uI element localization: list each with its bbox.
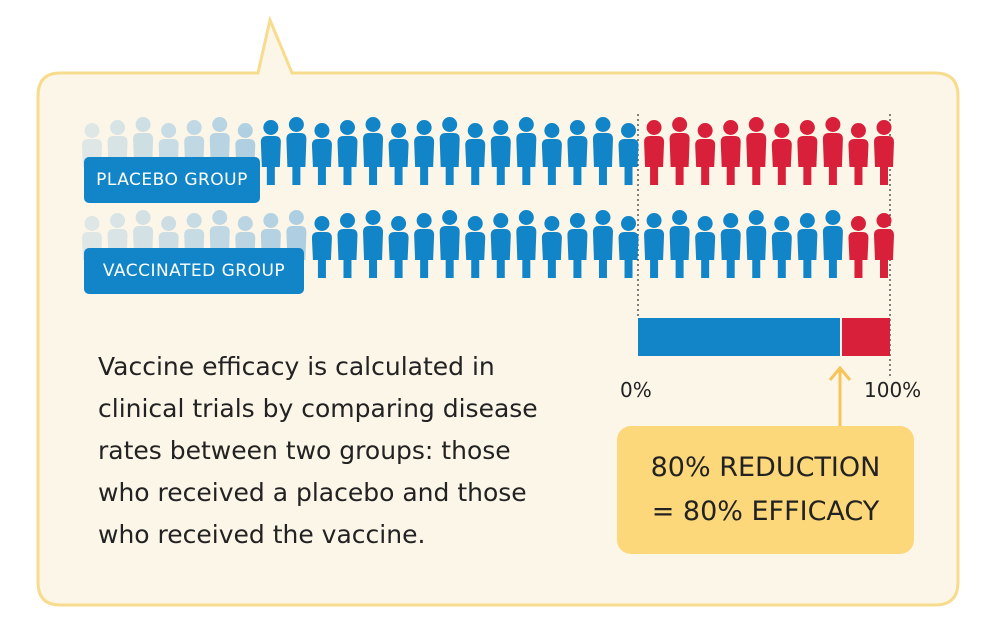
efficacy-callout: 80% REDUCTION = 80% EFFICACY: [617, 426, 914, 554]
callout-line-efficacy: = 80% EFFICACY: [651, 496, 880, 527]
person-figure-healthy: [771, 216, 792, 278]
person-figure-healthy: [465, 123, 486, 185]
scale-min-label: 0%: [620, 378, 652, 402]
person-figure-healthy: [644, 213, 665, 278]
person-figure-healthy: [311, 123, 332, 185]
remaining-segment: [841, 318, 890, 356]
person-figure-healthy: [490, 120, 511, 185]
person-figure-healthy: [311, 216, 332, 278]
person-figure-infected: [669, 117, 690, 185]
placebo-group-label: PLACEBO GROUP: [84, 157, 260, 203]
person-figure-healthy: [286, 117, 307, 185]
description-line: clinical trials by comparing disease: [98, 394, 538, 423]
person-figure-healthy: [746, 210, 767, 278]
reduction-segment: [638, 318, 840, 356]
person-figure-healthy: [260, 120, 281, 185]
person-figure-infected: [874, 120, 894, 185]
person-figure-infected: [797, 120, 818, 185]
person-figure-healthy: [439, 210, 460, 278]
person-figure-infected: [848, 216, 869, 278]
person-figure-infected: [771, 123, 792, 185]
person-figure-healthy: [695, 216, 716, 278]
person-figure-healthy: [567, 120, 588, 185]
person-figure-healthy: [388, 216, 409, 278]
person-figure-healthy: [414, 120, 435, 185]
person-figure-infected: [822, 117, 843, 185]
vaccinated-group-label: VACCINATED GROUP: [84, 248, 304, 294]
person-figure-healthy: [465, 216, 486, 278]
description-line: rates between two groups: those: [98, 436, 511, 465]
person-figure-healthy: [414, 213, 435, 278]
person-figure-healthy: [592, 210, 613, 278]
person-figure-healthy: [439, 117, 460, 185]
person-figure-infected: [720, 120, 741, 185]
person-figure-healthy: [720, 213, 741, 278]
description-line: who received the vaccine.: [98, 520, 426, 549]
person-figure-healthy: [337, 213, 358, 278]
person-figure-infected: [695, 123, 716, 185]
person-figure-infected: [848, 123, 869, 185]
person-figure-healthy: [669, 210, 690, 278]
person-figure-healthy: [618, 216, 639, 278]
person-figure-infected: [644, 120, 665, 185]
person-figure-healthy: [618, 123, 639, 185]
person-figure-healthy: [363, 210, 384, 278]
description-line: Vaccine efficacy is calculated in: [98, 352, 495, 381]
person-figure-healthy: [822, 210, 843, 278]
person-figure-healthy: [363, 117, 384, 185]
scale-max-label: 100%: [864, 378, 922, 402]
person-figure-healthy: [516, 210, 537, 278]
person-figure-healthy: [541, 123, 562, 185]
person-figure-healthy: [388, 123, 409, 185]
person-figure-healthy: [592, 117, 613, 185]
description-text: Vaccine efficacy is calculated in clinic…: [98, 346, 578, 556]
person-figure-healthy: [541, 216, 562, 278]
person-figure-healthy: [516, 117, 537, 185]
person-figure-infected: [874, 213, 894, 278]
person-figure-healthy: [490, 213, 511, 278]
description-line: who received a placebo and those: [98, 478, 527, 507]
person-figure-infected: [746, 117, 767, 185]
callout-line-reduction: 80% REDUCTION: [650, 452, 881, 483]
pointer-arrow: [828, 365, 852, 426]
person-figure-healthy: [337, 120, 358, 185]
efficacy-bar: [638, 318, 890, 356]
person-figure-healthy: [567, 213, 588, 278]
person-figure-healthy: [797, 213, 818, 278]
